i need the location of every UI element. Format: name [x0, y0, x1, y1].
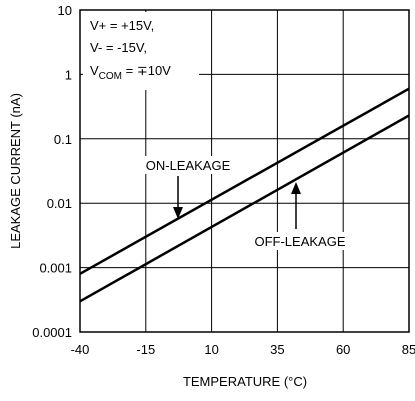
x-tick-label: 85: [402, 342, 415, 357]
on-leakage-arrowhead: [173, 207, 183, 219]
x-tick-label: 60: [336, 342, 350, 357]
y-axis-title: LEAKAGE CURRENT (nA): [8, 93, 23, 249]
series-group: [79, 87, 410, 303]
condition-vcom: VCOM = ∓10V: [90, 63, 171, 82]
on-leakage-label: ON-LEAKAGE: [146, 158, 231, 173]
y-tick-label: 1: [65, 67, 72, 82]
conditions-box: [83, 12, 199, 90]
off-leakage-arrowhead: [291, 182, 301, 194]
series-line-off-leakage: [79, 114, 410, 303]
condition-vplus: V+ = +15V,: [90, 18, 154, 33]
y-tick-label: 0.1: [54, 132, 72, 147]
y-tick-labels: 0.0001 0.001 0.01 0.1 1 10: [32, 3, 72, 340]
y-tick-label: 10: [58, 3, 72, 18]
y-tick-label: 0.001: [39, 261, 72, 276]
x-tick-label: 35: [270, 342, 284, 357]
series-line-on-leakage: [79, 87, 410, 275]
x-tick-label: -15: [136, 342, 155, 357]
x-axis-title: TEMPERATURE (°C): [183, 374, 307, 389]
y-tick-label: 0.01: [47, 196, 72, 211]
on-leakage-label-box: [140, 156, 236, 174]
x-tick-labels: -40 -15 10 35 60 85: [71, 342, 415, 357]
y-tick-label: 0.0001: [32, 325, 72, 340]
off-leakage-label-box: [240, 232, 356, 250]
x-tick-label: -40: [71, 342, 90, 357]
x-tick-label: 10: [204, 342, 218, 357]
grid: [80, 10, 409, 332]
plot-frame: [79, 9, 410, 333]
condition-vminus: V- = -15V,: [90, 40, 147, 55]
off-leakage-label: OFF-LEAKAGE: [254, 234, 345, 249]
